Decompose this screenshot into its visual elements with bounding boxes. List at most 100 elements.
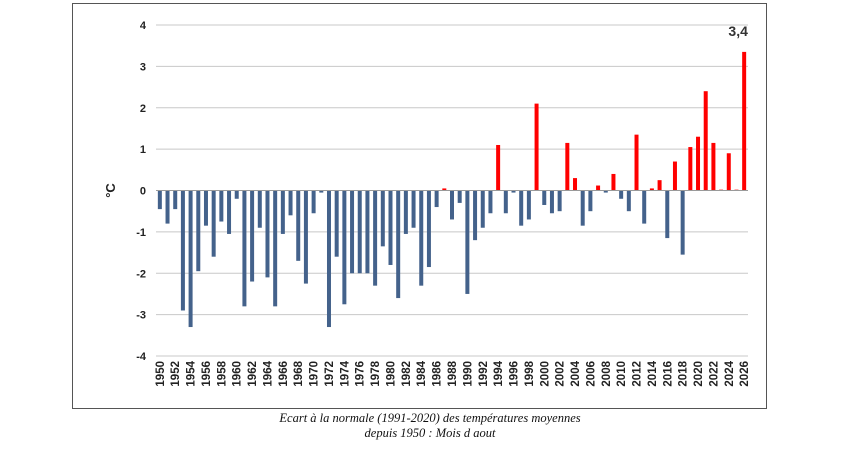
bar-1989 xyxy=(457,190,462,203)
bar-1966 xyxy=(280,190,285,234)
annotation-label: 3,4 xyxy=(728,23,748,39)
bar-2001 xyxy=(549,190,554,214)
x-tick-label: 1986 xyxy=(432,361,444,387)
bar-2018 xyxy=(680,190,685,255)
y-tick-label: 2 xyxy=(140,103,146,115)
bar-2012 xyxy=(634,134,639,191)
x-tick-label: 1966 xyxy=(278,361,290,387)
bar-1968 xyxy=(296,190,301,261)
bar-1974 xyxy=(342,190,347,305)
x-tick-label: 1964 xyxy=(262,360,274,386)
x-tick-label: 1952 xyxy=(170,361,182,387)
bar-1970 xyxy=(311,190,316,214)
bar-1980 xyxy=(388,190,393,265)
x-tick-label: 2008 xyxy=(601,360,613,386)
bar-1997 xyxy=(519,190,524,226)
bar-1995 xyxy=(503,190,508,214)
bar-2022 xyxy=(711,142,716,191)
bar-1983 xyxy=(411,190,416,228)
x-tick-label: 1992 xyxy=(478,361,490,387)
bar-1960 xyxy=(234,190,239,199)
bar-2006 xyxy=(588,190,593,212)
bar-1967 xyxy=(288,190,293,216)
bar-2015 xyxy=(657,180,662,191)
bar-2003 xyxy=(565,142,570,191)
bar-1998 xyxy=(526,190,531,220)
bar-1984 xyxy=(419,190,424,286)
x-tick-label: 2016 xyxy=(662,361,674,387)
x-tick-label: 2026 xyxy=(739,361,751,387)
bar-1958 xyxy=(219,190,224,222)
bar-2021 xyxy=(703,91,708,191)
y-tick-label: -1 xyxy=(136,227,146,239)
bar-1993 xyxy=(488,190,493,214)
chart-caption: Ecart à la normale (1991-2020) des tempé… xyxy=(0,411,860,441)
bar-1986 xyxy=(434,190,439,208)
bar-1975 xyxy=(350,190,355,274)
bar-1950 xyxy=(157,190,162,210)
bar-2017 xyxy=(672,161,677,191)
x-tick-label: 1976 xyxy=(355,361,367,387)
bar-1954 xyxy=(188,190,193,328)
x-tick-label: 1980 xyxy=(385,361,397,387)
bar-1969 xyxy=(303,190,308,284)
chart-frame: -4 -3 -2 -1 0 1 2 3 4 1950 1952 1954 1956 1958 1960 19… xyxy=(72,3,767,409)
x-tick-label: 1996 xyxy=(509,361,521,387)
bar-1957 xyxy=(211,190,216,257)
x-tick-label: 2022 xyxy=(708,361,720,387)
bar-1971 xyxy=(319,190,324,193)
bar-1955 xyxy=(196,190,201,272)
bar-1964 xyxy=(265,190,270,278)
x-tick-label: 1990 xyxy=(462,361,474,387)
caption-line-2: depuis 1950 : Mois d aout xyxy=(364,426,496,440)
y-tick-label: 0 xyxy=(140,186,146,198)
bar-2014 xyxy=(649,188,654,191)
bar-1952 xyxy=(173,190,178,210)
bar-1979 xyxy=(380,190,385,247)
x-tick-label: 1984 xyxy=(416,360,428,386)
bar-2005 xyxy=(580,190,585,226)
bar-1961 xyxy=(242,190,247,307)
x-tick-label: 1982 xyxy=(401,361,413,387)
y-tick-label: -2 xyxy=(136,268,146,280)
bar-2020 xyxy=(696,136,701,191)
bar-1965 xyxy=(273,190,278,307)
y-tick-label: -3 xyxy=(136,310,146,322)
bar-1992 xyxy=(480,190,485,228)
bar-1963 xyxy=(257,190,262,228)
x-tick-label: 2006 xyxy=(585,361,597,387)
x-tick-label: 2004 xyxy=(570,360,582,386)
x-tick-label: 1950 xyxy=(155,361,167,387)
x-tick-label: 2024 xyxy=(724,360,736,386)
x-tick-label: 1962 xyxy=(247,361,259,387)
bar-1951 xyxy=(165,190,170,224)
x-tick-label: 1954 xyxy=(186,360,198,386)
x-tick-label: 1974 xyxy=(339,360,351,386)
x-tick-label: 2012 xyxy=(632,361,644,387)
x-tick-label: 2018 xyxy=(678,360,690,386)
x-tick-label: 1956 xyxy=(201,361,213,387)
bar-2011 xyxy=(626,190,631,212)
x-tick-label: 2002 xyxy=(555,361,567,387)
bar-1985 xyxy=(426,190,431,268)
bar-1991 xyxy=(473,190,478,241)
x-tick-label: 1994 xyxy=(493,360,505,386)
x-tick-label: 2010 xyxy=(616,361,628,387)
x-tick-label: 1970 xyxy=(309,361,321,387)
bar-1981 xyxy=(396,190,401,299)
x-tick-label: 1958 xyxy=(216,360,228,386)
bar-1990 xyxy=(465,190,470,294)
bar-1972 xyxy=(326,190,331,328)
bar-2009 xyxy=(611,173,616,191)
bar-1982 xyxy=(403,190,408,234)
bar-1953 xyxy=(180,190,185,311)
y-tick-label: 1 xyxy=(140,144,146,156)
bar-2008 xyxy=(603,190,608,193)
x-tick-label: 1972 xyxy=(324,361,336,387)
x-tick-label: 1988 xyxy=(447,360,459,386)
x-tick-label: 2020 xyxy=(693,361,705,387)
x-tick-label: 2000 xyxy=(539,361,551,387)
bar-2019 xyxy=(688,147,693,191)
bar-2024 xyxy=(726,153,731,191)
